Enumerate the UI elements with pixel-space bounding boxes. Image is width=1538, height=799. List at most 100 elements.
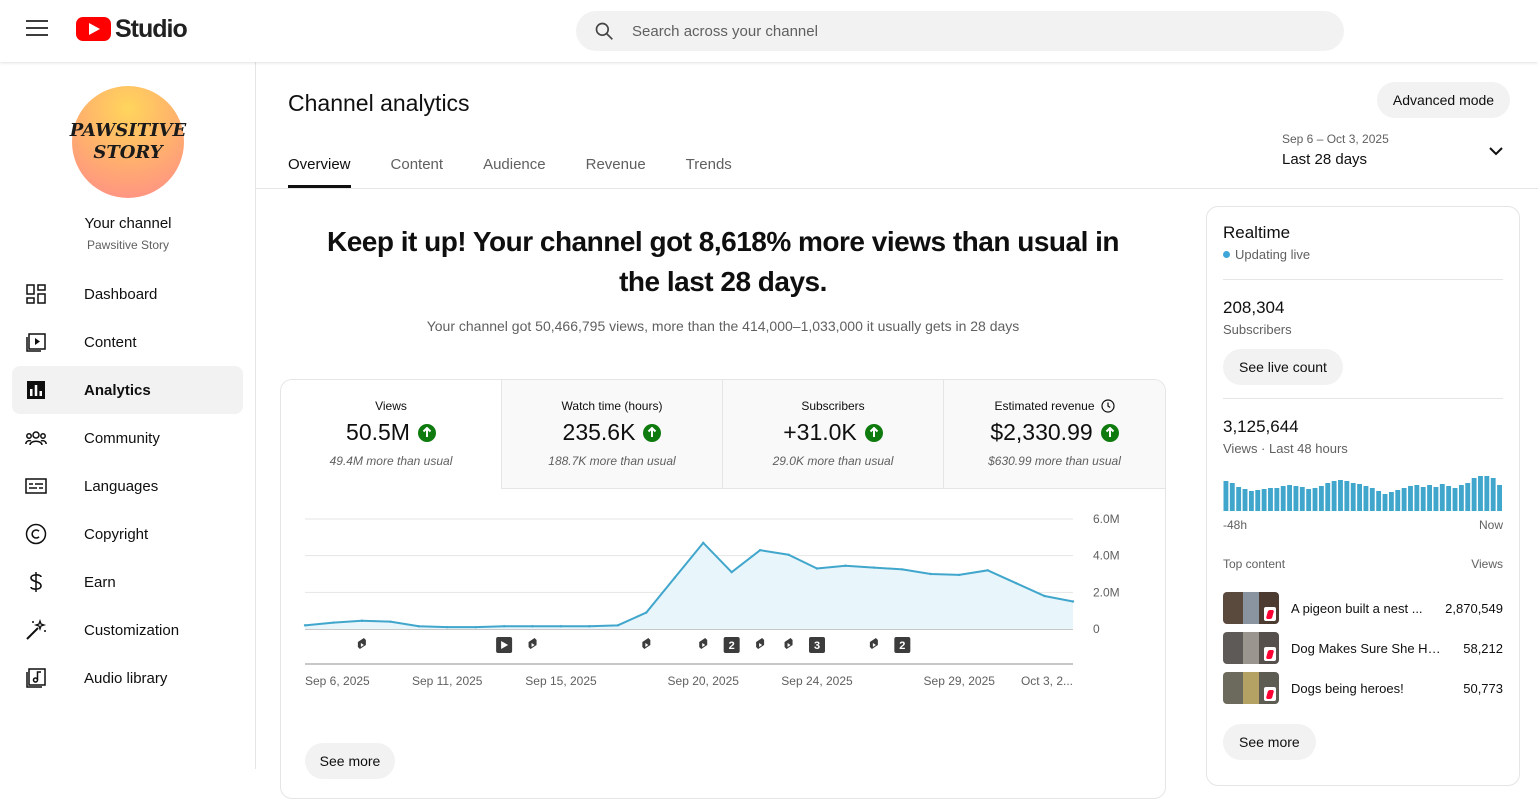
sidebar-item-dashboard[interactable]: Dashboard	[12, 270, 243, 318]
views-point	[929, 572, 932, 576]
views-point	[1071, 600, 1075, 603]
tab-trends[interactable]: Trends	[685, 156, 732, 173]
views-point	[702, 541, 705, 545]
y-tick-label: 6.0M	[1093, 512, 1120, 526]
menu-icon[interactable]	[26, 20, 48, 40]
realtime-see-more-button[interactable]: See more	[1223, 724, 1316, 760]
realtime-bar	[1452, 488, 1458, 511]
realtime-views-value: 3,125,644	[1223, 417, 1299, 436]
tab-revenue[interactable]: Revenue	[585, 156, 646, 173]
metric-label-text: Watch time (hours)	[561, 399, 663, 413]
metric-value-row: 235.6K	[502, 419, 722, 446]
sidebar-item-analytics[interactable]: Analytics	[12, 366, 243, 414]
y-tick-label: 4.0M	[1093, 549, 1120, 563]
count-marker	[894, 637, 911, 653]
sidebar-item-label: Dashboard	[84, 285, 158, 303]
views-point	[531, 625, 534, 628]
video-thumbnail	[1223, 632, 1279, 664]
advanced-mode-button[interactable]: Advanced mode	[1377, 82, 1510, 118]
x-tick-label: Sep 11, 2025	[412, 674, 483, 688]
realtime-bar	[1497, 485, 1502, 511]
tab-overview[interactable]: Overview	[288, 144, 351, 188]
see-live-count-button[interactable]: See live count	[1223, 349, 1343, 385]
see-more-button[interactable]: See more	[305, 743, 395, 779]
metric-label-text: Estimated revenue	[994, 399, 1095, 413]
sidebar-item-label: Customization	[84, 621, 180, 639]
metric-label-text: Subscribers	[801, 399, 865, 413]
analytics-tabs: Overview Content Audience Revenue Trends	[288, 144, 772, 188]
tab-audience[interactable]: Audience	[483, 156, 546, 173]
realtime-bar	[1427, 485, 1432, 511]
realtime-bar	[1414, 485, 1420, 511]
realtime-bar	[1236, 487, 1242, 511]
realtime-bar	[1280, 486, 1286, 511]
shorts-marker-play	[702, 643, 706, 647]
realtime-bar	[1255, 490, 1261, 511]
realtime-bar	[1299, 487, 1305, 511]
metric-note: 29.0K more than usual	[772, 454, 894, 468]
metric-subscribers[interactable]: Subscribers +31.0K 29.0K more than usual	[723, 380, 944, 489]
date-range-label: Last 28 days	[1282, 151, 1368, 168]
sidebar-item-earn[interactable]: Earn	[12, 558, 243, 606]
shorts-icon	[1264, 687, 1276, 701]
shorts-marker-play	[759, 643, 763, 647]
date-range-picker[interactable]: Sep 6 – Oct 3, 2025 Last 28 days	[1282, 132, 1510, 176]
realtime-bar	[1433, 487, 1439, 511]
metric-label: Estimated revenue	[944, 399, 1165, 413]
views-point	[332, 621, 335, 624]
video-thumbnail	[1223, 592, 1279, 624]
realtime-title: Realtime	[1223, 223, 1291, 242]
top-content-item[interactable]: Dogs being heroes! 50,773	[1223, 672, 1503, 704]
avatar-text-line2: STORY	[93, 142, 163, 163]
views-point	[588, 625, 591, 628]
sidebar-item-languages[interactable]: Languages	[12, 462, 243, 510]
studio-logo[interactable]: Studio	[76, 15, 188, 43]
shorts-marker-icon	[357, 638, 366, 649]
views-point	[730, 570, 733, 574]
earn-icon	[24, 570, 48, 594]
tabs-divider	[256, 188, 1538, 189]
y-tick-label: 0	[1093, 622, 1100, 636]
shorts-marker-play	[531, 643, 535, 647]
views-point	[986, 569, 989, 572]
metric-value: 235.6K	[562, 419, 636, 445]
shorts-marker-play	[872, 643, 876, 647]
channel-avatar[interactable]: PAWSITIVE STORY	[70, 86, 186, 198]
views-point	[502, 625, 506, 628]
realtime-bar	[1357, 484, 1362, 511]
metric-value: $2,330.99	[990, 419, 1093, 445]
metric-views[interactable]: Views 50.5M 49.4M more than usual	[281, 380, 502, 489]
search-icon[interactable]	[594, 21, 614, 41]
realtime-bar	[1223, 481, 1229, 511]
realtime-views-bar-chart	[1223, 476, 1502, 511]
mini-chart-axis-start: -48h	[1223, 518, 1248, 532]
shorts-marker-icon	[784, 638, 793, 649]
tab-content[interactable]: Content	[390, 156, 444, 173]
sidebar-item-customization[interactable]: Customization	[12, 606, 243, 654]
shorts-icon	[1264, 647, 1276, 661]
metric-value: +31.0K	[783, 419, 857, 445]
views-point	[872, 566, 876, 569]
top-content-item[interactable]: Dog Makes Sure She Ha... 58,212	[1223, 632, 1503, 664]
top-bar: Studio	[0, 0, 1538, 62]
top-content-views: 50,773	[1463, 680, 1503, 696]
search-input[interactable]	[632, 11, 1322, 51]
sidebar-item-community[interactable]: Community	[12, 414, 243, 462]
sidebar-item-audio-library[interactable]: Audio library	[12, 654, 243, 702]
sidebar-item-label: Content	[84, 333, 137, 351]
youtube-play-icon	[76, 17, 111, 41]
arrow-up-icon	[864, 423, 883, 442]
views-point	[616, 624, 620, 627]
realtime-bar	[1363, 486, 1369, 511]
sidebar-item-copyright[interactable]: Copyright	[12, 510, 243, 558]
metric-revenue[interactable]: Estimated revenue $2,330.99 $630.99 more…	[944, 380, 1165, 489]
metric-watch-time[interactable]: Watch time (hours) 235.6K 188.7K more th…	[502, 380, 723, 489]
video-thumbnail	[1223, 672, 1279, 704]
shorts-marker-play	[787, 643, 791, 647]
channel-name: Pawsitive Story	[86, 238, 170, 252]
realtime-subscribers-value: 208,304	[1223, 298, 1285, 317]
sidebar-item-content[interactable]: Content	[12, 318, 243, 366]
live-dot-icon	[1223, 251, 1230, 258]
shorts-marker-icon	[699, 638, 708, 649]
top-content-item[interactable]: A pigeon built a nest ... 2,870,549	[1223, 592, 1503, 624]
